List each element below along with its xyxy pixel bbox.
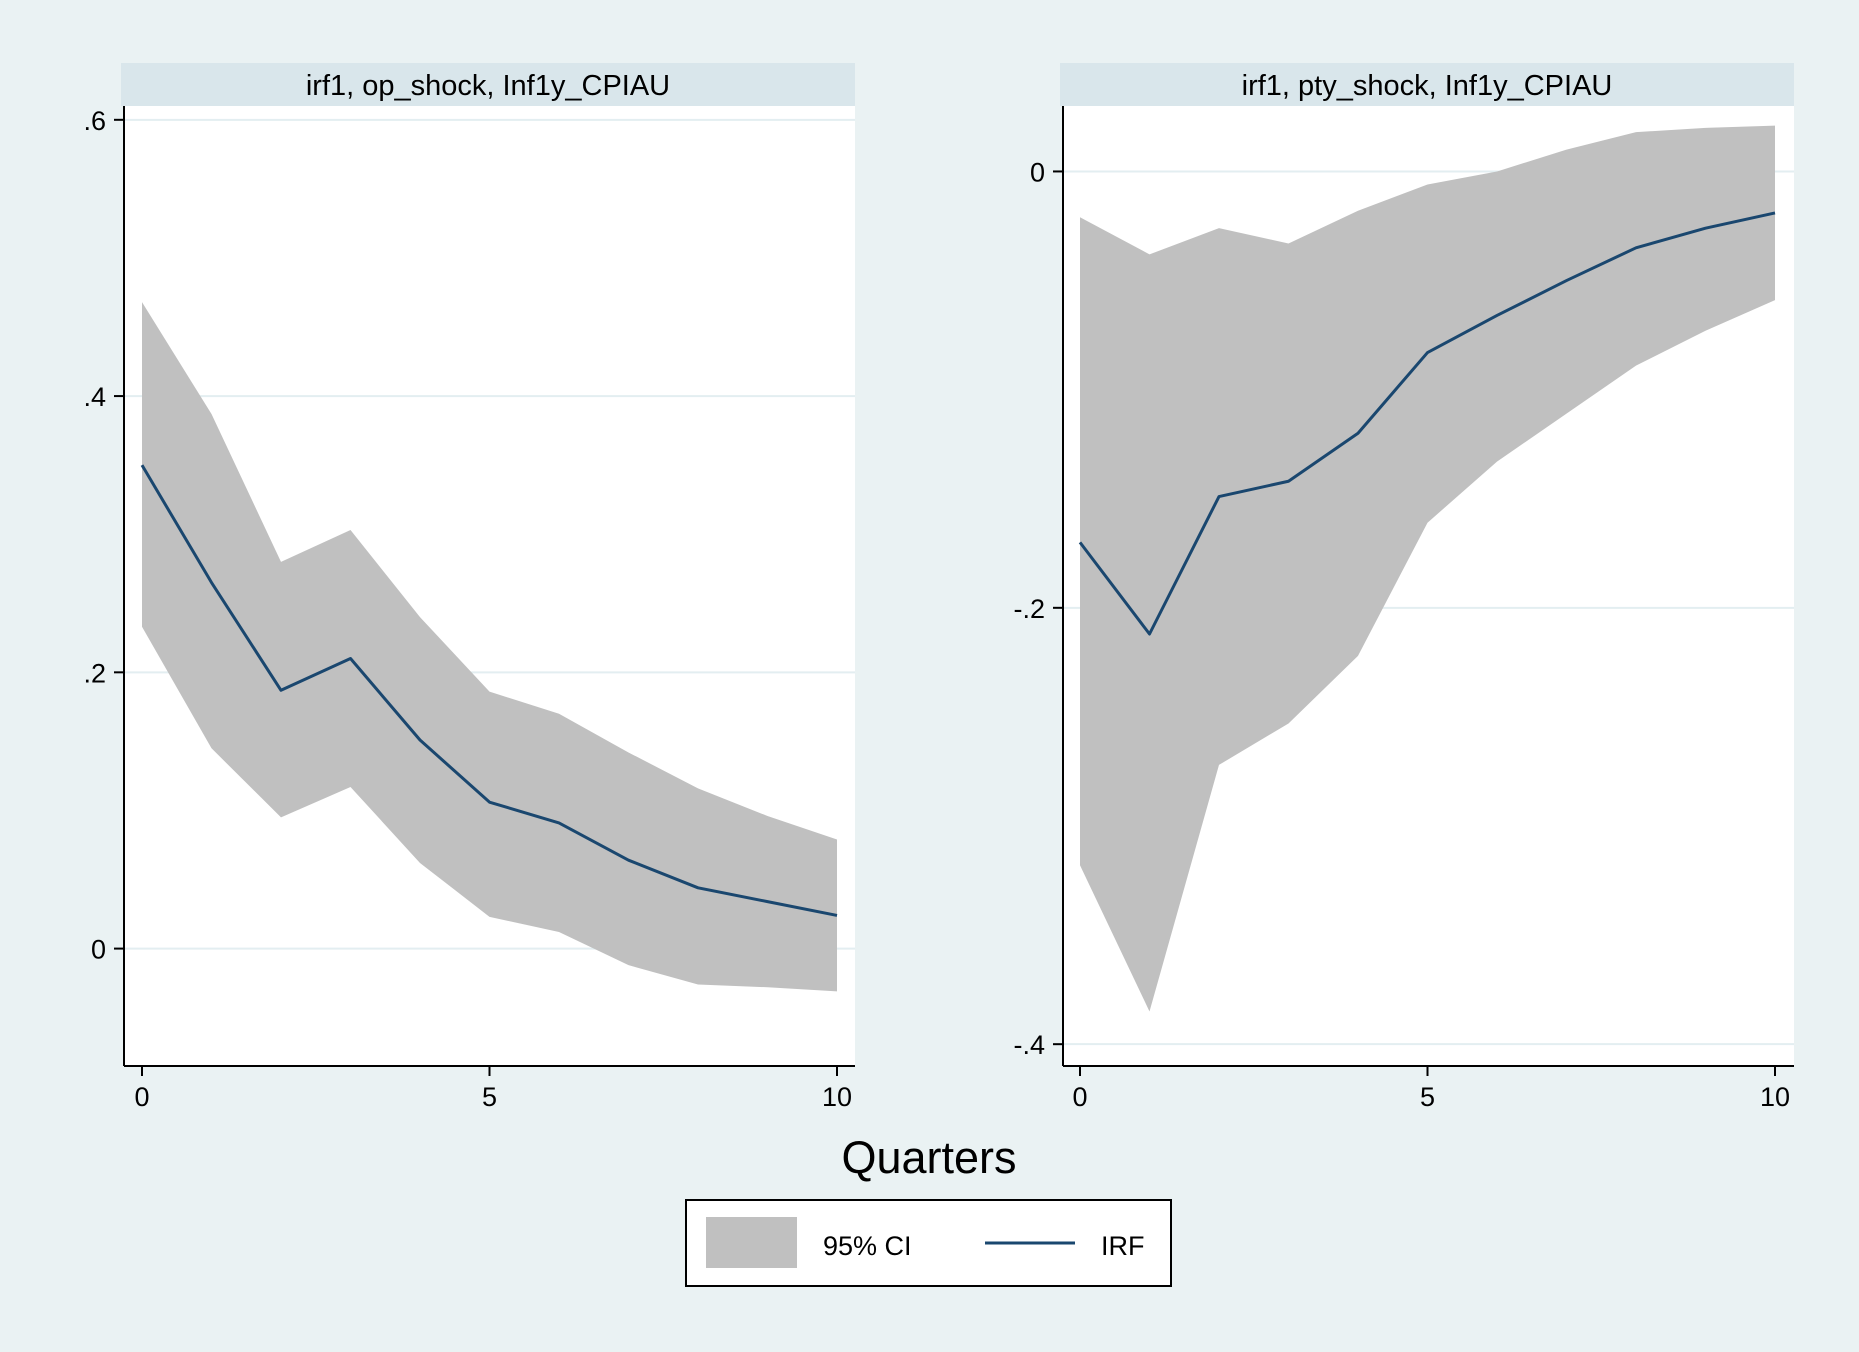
irf-line-layer: [1078, 211, 1776, 636]
y-tick-label: 0: [1030, 157, 1045, 187]
panel-strip: [1060, 63, 1794, 106]
x-tick-label: 10: [822, 1082, 852, 1112]
x-tick-label: 5: [482, 1082, 497, 1112]
y-tick-label: -.2: [1013, 594, 1045, 624]
panel-strip: [121, 63, 855, 106]
irf-line: [140, 464, 838, 917]
x-tick-label: 5: [1420, 1082, 1435, 1112]
y-ticks: 0 .2 .4 .6: [83, 106, 124, 965]
y-tick-label: .6: [83, 106, 106, 136]
y-tick-label: .2: [83, 658, 106, 688]
y-tick-label: .4: [83, 382, 106, 412]
legend-label-ci: 95% CI: [823, 1231, 912, 1261]
ci-band: [1080, 125, 1775, 1012]
x-tick-label: 0: [1072, 1082, 1087, 1112]
x-ticks: 0 5 10: [134, 1066, 852, 1112]
panel-pty-shock: irf1, pty_shock, Inf1y_CPIAU -.4 -.2 0 0 5 1…: [1013, 63, 1794, 1112]
panel-title: irf1, op_shock, Inf1y_CPIAU: [306, 70, 670, 102]
panel-title: irf1, pty_shock, Inf1y_CPIAU: [1242, 70, 1613, 102]
x-ticks: 0 5 10: [1072, 1066, 1790, 1112]
x-axis-title: Quarters: [841, 1132, 1016, 1183]
y-tick-label: 0: [91, 935, 106, 965]
x-tick-label: 0: [134, 1082, 149, 1112]
legend: 95% CI IRF: [685, 1199, 1172, 1287]
ci-band-layer: [142, 302, 837, 992]
panel-op-shock: irf1, op_shock, Inf1y_CPIAU 0 .2 .4 .6 0 5 10: [83, 63, 855, 1112]
y-ticks: -.4 -.2 0: [1013, 157, 1063, 1060]
ci-band: [142, 302, 837, 992]
x-tick-label: 10: [1760, 1082, 1790, 1112]
legend-label-irf: IRF: [1101, 1231, 1145, 1261]
irf-line: [1078, 211, 1776, 636]
ci-band-layer: [1080, 125, 1775, 1012]
legend-band-swatch: [706, 1217, 797, 1268]
irf-line-layer: [140, 464, 838, 917]
y-tick-label: -.4: [1013, 1030, 1045, 1060]
